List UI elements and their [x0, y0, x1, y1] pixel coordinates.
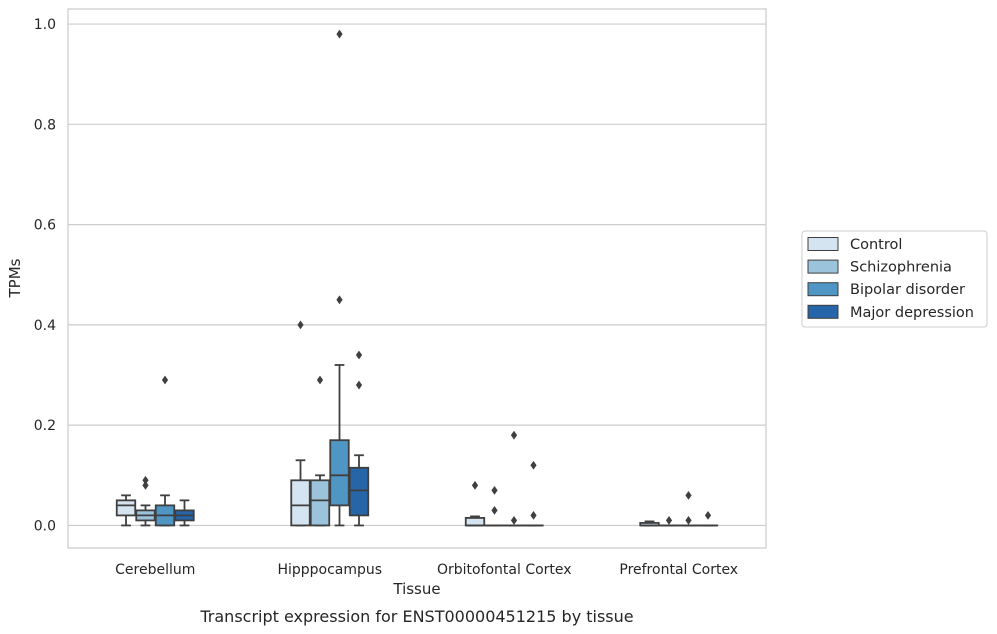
outlier-point: [530, 511, 537, 520]
box-schizophrenia: [135, 475, 156, 527]
outlier-point: [704, 511, 712, 520]
box-major-depression: [523, 460, 544, 527]
legend-label: Major depression: [850, 305, 974, 321]
legend-swatch: [807, 237, 839, 251]
legend-swatch: [807, 304, 839, 319]
box-body: [348, 466, 370, 517]
y-tick-label: 0.8: [34, 117, 56, 133]
x-tick-label: Orbitofontal Cortex: [437, 562, 572, 578]
y-tick-label: 0.6: [34, 218, 56, 234]
outlier-point: [316, 375, 324, 385]
box-body: [290, 479, 311, 527]
outlier-point: [491, 505, 498, 515]
outlier-point: [685, 516, 692, 525]
box-schizophrenia: [658, 516, 680, 527]
y-tick-label: 0.4: [34, 318, 56, 334]
category-group: [639, 490, 719, 527]
box-body: [309, 479, 331, 527]
plot-area-frame: [67, 8, 767, 549]
outlier-point: [297, 320, 304, 330]
box-major-depression: [348, 350, 370, 527]
y-gridlines: [68, 23, 766, 527]
box-body: [115, 499, 137, 517]
category-group: [464, 430, 544, 527]
outlier-point: [142, 475, 149, 485]
legend-frame: [801, 230, 988, 328]
legend-swatch: [807, 259, 839, 274]
category-group: [290, 29, 370, 527]
outlier-point: [530, 460, 537, 470]
y-tick-labels: 0.0 0.2 0.4 0.6 0.8 1.0: [34, 17, 56, 534]
box-control: [464, 480, 486, 527]
box-body: [329, 439, 350, 507]
y-tick-label: 0.2: [34, 418, 56, 434]
box-bipolar-disorder: [678, 490, 699, 527]
x-tick-label: Hipppocampus: [277, 562, 382, 578]
outlier-point: [685, 490, 692, 500]
legend: Control Schizophrenia Bipolar disorder Majo…: [801, 230, 988, 328]
outlier-point: [336, 29, 343, 39]
legend-label: Bipolar disorder: [850, 282, 965, 298]
box-schizophrenia: [309, 375, 331, 527]
category-group: [115, 375, 195, 527]
x-tick-label: Cerebellum: [115, 562, 195, 578]
box-bipolar-disorder: [503, 430, 525, 527]
legend-swatch: [807, 282, 839, 297]
outlier-point: [142, 480, 149, 490]
x-tick-labels: Cerebellum Hipppocampus Orbitofontal Corte…: [115, 562, 738, 578]
outlier-point: [665, 516, 673, 525]
legend-label: Schizophrenia: [850, 260, 952, 276]
box-control: [115, 494, 137, 527]
outlier-point: [510, 430, 518, 440]
box-body: [464, 517, 486, 527]
x-axis-label: Tissue: [392, 580, 440, 598]
y-tick-label: 1.0: [34, 17, 56, 33]
outlier-point: [355, 350, 363, 360]
chart-caption: Transcript expression for ENST0000045121…: [199, 607, 633, 626]
box-schizophrenia: [484, 485, 505, 527]
box-control: [290, 320, 311, 527]
box-major-depression: [174, 499, 195, 527]
outlier-point: [471, 480, 479, 490]
box-bipolar-disorder: [329, 29, 350, 527]
outlier-point: [355, 380, 363, 390]
outlier-point: [161, 375, 169, 385]
y-tick-label: 0.0: [34, 518, 56, 534]
box-major-depression: [697, 511, 719, 527]
box-groups: [115, 29, 719, 527]
box-bipolar-disorder: [154, 375, 176, 527]
outlier-point: [491, 485, 498, 495]
outlier-point: [336, 295, 343, 305]
outlier-point: [510, 516, 518, 525]
legend-label: Control: [850, 237, 902, 253]
y-axis-label: TPMs: [6, 258, 24, 298]
box-control: [639, 520, 660, 527]
x-tick-label: Prefrontal Cortex: [619, 562, 738, 578]
